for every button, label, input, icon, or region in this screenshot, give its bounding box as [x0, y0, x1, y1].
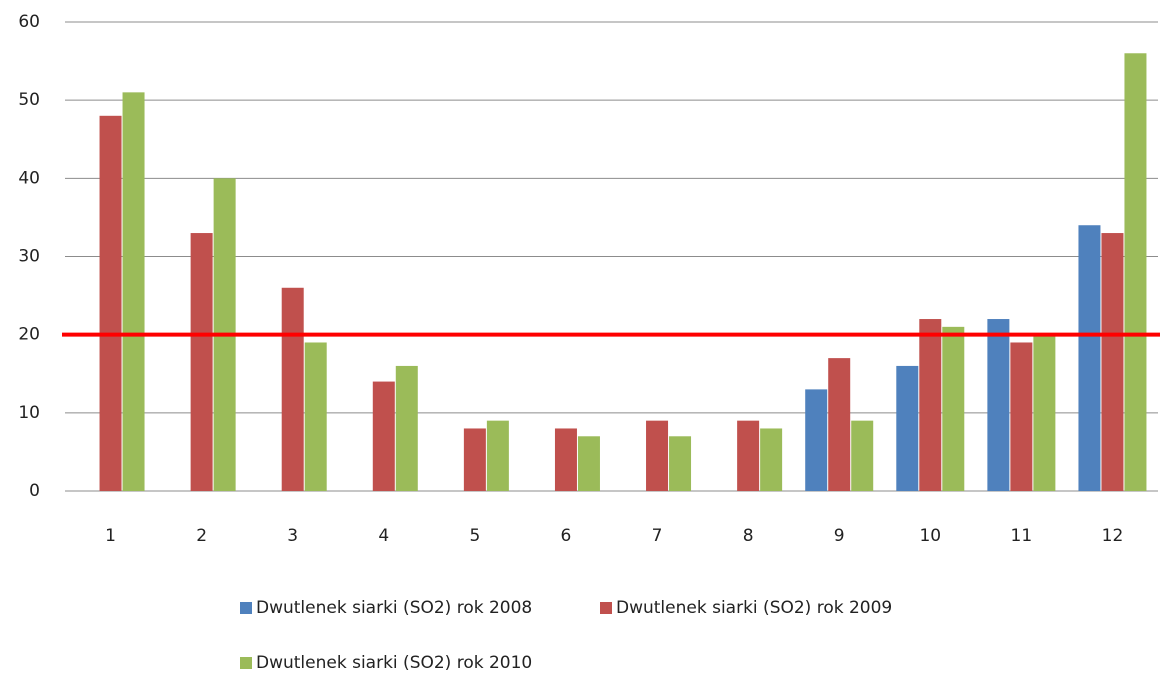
bar	[554, 428, 577, 491]
bar	[828, 358, 851, 491]
y-tick-label: 60	[18, 12, 40, 32]
legend-swatch	[240, 602, 252, 614]
x-tick-label: 2	[196, 526, 207, 546]
legend-label: Dwutlenek siarki (SO2) rok 2008	[256, 598, 532, 618]
x-tick-label: 3	[287, 526, 298, 546]
bar	[1078, 225, 1101, 491]
bar	[919, 319, 942, 491]
bar	[304, 342, 327, 491]
bar	[760, 428, 783, 491]
x-tick-label: 5	[469, 526, 480, 546]
bar	[646, 420, 669, 491]
x-tick-label: 7	[652, 526, 663, 546]
bar	[805, 389, 828, 491]
y-tick-label: 10	[18, 403, 40, 423]
bar	[737, 420, 760, 491]
bar	[99, 115, 122, 492]
x-tick-label: 6	[561, 526, 572, 546]
bar	[669, 436, 692, 491]
bar	[372, 381, 395, 491]
bar	[1101, 233, 1124, 492]
y-tick-label: 20	[18, 325, 40, 345]
x-tick-label: 10	[919, 526, 941, 546]
y-tick-label: 40	[18, 168, 40, 188]
y-tick-label: 50	[18, 90, 40, 110]
bar	[190, 233, 213, 492]
bar	[851, 420, 874, 491]
x-tick-label: 1	[105, 526, 116, 546]
bar	[1124, 53, 1147, 492]
y-tick-label: 0	[29, 481, 40, 501]
bar	[987, 319, 1010, 491]
bar	[122, 92, 145, 491]
bar	[486, 420, 509, 491]
x-tick-label: 4	[378, 526, 389, 546]
bar	[463, 428, 486, 491]
bar	[896, 365, 919, 491]
bar	[577, 436, 600, 491]
bar	[1033, 334, 1056, 491]
y-tick-label: 30	[18, 247, 40, 267]
x-tick-label: 8	[743, 526, 754, 546]
legend-label: Dwutlenek siarki (SO2) rok 2009	[616, 598, 892, 618]
x-tick-label: 9	[834, 526, 845, 546]
legend-swatch	[240, 657, 252, 669]
x-tick-label: 11	[1011, 526, 1033, 546]
bar	[395, 365, 418, 491]
legend-label: Dwutlenek siarki (SO2) rok 2010	[256, 653, 532, 673]
bar	[1010, 342, 1033, 491]
legend-swatch	[600, 602, 612, 614]
bar	[942, 326, 965, 491]
x-tick-label: 12	[1102, 526, 1124, 546]
bar	[281, 287, 304, 491]
